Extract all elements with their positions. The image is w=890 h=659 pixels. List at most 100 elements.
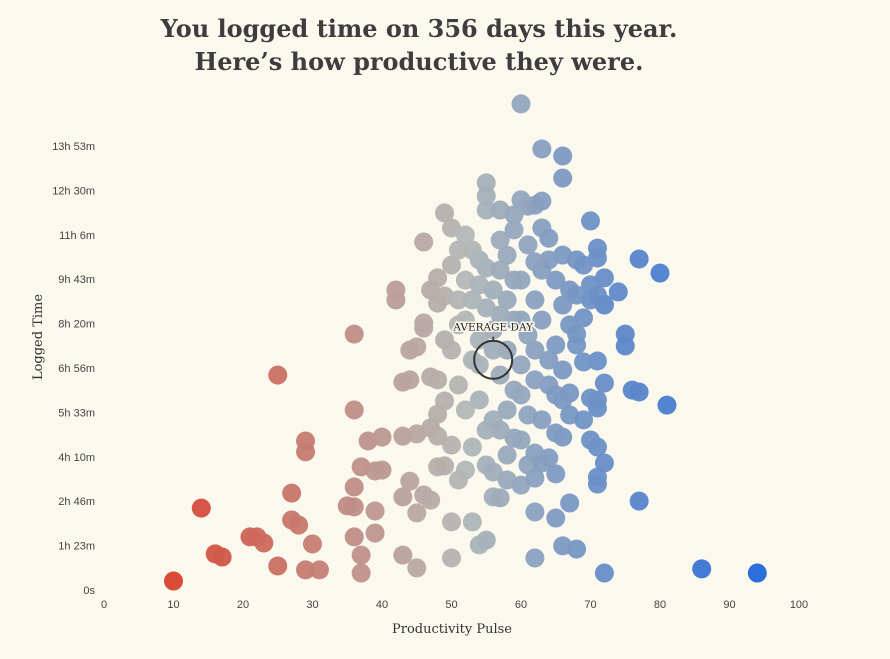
- data-point[interactable]: [469, 390, 489, 410]
- data-point[interactable]: [546, 464, 566, 484]
- data-point[interactable]: [344, 324, 364, 344]
- data-point[interactable]: [553, 146, 573, 166]
- data-point[interactable]: [344, 497, 364, 517]
- data-point[interactable]: [400, 471, 420, 491]
- data-point[interactable]: [546, 423, 566, 443]
- data-point[interactable]: [483, 462, 503, 482]
- data-point[interactable]: [511, 355, 531, 375]
- data-point[interactable]: [448, 240, 468, 260]
- data-point[interactable]: [164, 571, 183, 591]
- data-point[interactable]: [747, 563, 767, 583]
- data-point[interactable]: [462, 240, 482, 260]
- data-point[interactable]: [490, 420, 510, 440]
- data-point[interactable]: [497, 400, 517, 420]
- data-point[interactable]: [344, 400, 364, 420]
- data-point[interactable]: [344, 477, 364, 497]
- data-point[interactable]: [525, 502, 545, 522]
- data-point[interactable]: [511, 430, 531, 450]
- data-point[interactable]: [483, 340, 503, 360]
- data-point[interactable]: [629, 491, 649, 511]
- data-point[interactable]: [407, 503, 427, 523]
- data-point[interactable]: [386, 290, 406, 310]
- data-point[interactable]: [532, 310, 552, 330]
- data-point[interactable]: [435, 203, 455, 223]
- data-point[interactable]: [539, 228, 559, 248]
- data-point[interactable]: [518, 235, 538, 255]
- data-point[interactable]: [351, 545, 371, 565]
- data-point[interactable]: [532, 139, 552, 159]
- data-point[interactable]: [483, 320, 503, 340]
- data-point[interactable]: [587, 351, 607, 371]
- data-point[interactable]: [490, 230, 510, 250]
- data-point[interactable]: [351, 563, 371, 583]
- data-point[interactable]: [490, 488, 510, 508]
- data-point[interactable]: [476, 186, 496, 206]
- data-point[interactable]: [581, 211, 600, 231]
- data-point[interactable]: [469, 330, 489, 350]
- data-point[interactable]: [428, 457, 448, 477]
- data-point[interactable]: [511, 190, 531, 210]
- data-point[interactable]: [442, 255, 461, 275]
- data-point[interactable]: [553, 295, 573, 315]
- data-point[interactable]: [462, 512, 482, 532]
- data-point[interactable]: [504, 220, 524, 240]
- data-point[interactable]: [553, 536, 573, 556]
- data-point[interactable]: [344, 527, 364, 547]
- data-point[interactable]: [372, 460, 392, 480]
- data-point[interactable]: [289, 515, 309, 535]
- data-point[interactable]: [442, 548, 461, 568]
- data-point[interactable]: [476, 200, 496, 220]
- data-point[interactable]: [560, 493, 580, 513]
- data-point[interactable]: [546, 508, 566, 528]
- data-point[interactable]: [442, 512, 461, 532]
- data-point[interactable]: [462, 290, 482, 310]
- data-point[interactable]: [525, 548, 545, 568]
- data-point[interactable]: [497, 445, 517, 465]
- data-point[interactable]: [650, 263, 670, 283]
- data-point[interactable]: [476, 173, 496, 193]
- data-point[interactable]: [594, 373, 614, 393]
- data-point[interactable]: [448, 470, 468, 490]
- data-point[interactable]: [504, 380, 524, 400]
- data-point[interactable]: [525, 340, 545, 360]
- data-point[interactable]: [414, 232, 434, 252]
- data-point[interactable]: [407, 558, 427, 578]
- data-point[interactable]: [497, 290, 517, 310]
- data-point[interactable]: [428, 426, 448, 446]
- data-point[interactable]: [581, 388, 600, 408]
- data-point[interactable]: [692, 559, 712, 579]
- data-point[interactable]: [511, 94, 531, 114]
- data-point[interactable]: [365, 523, 385, 543]
- data-point[interactable]: [309, 560, 329, 580]
- data-point[interactable]: [574, 352, 594, 372]
- data-point[interactable]: [191, 498, 211, 518]
- data-point[interactable]: [539, 350, 559, 370]
- data-point[interactable]: [594, 563, 614, 583]
- data-point[interactable]: [407, 337, 427, 357]
- data-point[interactable]: [525, 252, 545, 272]
- data-point[interactable]: [594, 453, 614, 473]
- data-point[interactable]: [448, 375, 468, 395]
- data-point[interactable]: [525, 370, 545, 390]
- data-point[interactable]: [435, 330, 455, 350]
- data-point[interactable]: [455, 225, 475, 245]
- data-point[interactable]: [629, 249, 649, 269]
- data-point[interactable]: [448, 290, 468, 310]
- data-point[interactable]: [393, 545, 413, 565]
- data-point[interactable]: [553, 390, 573, 410]
- data-point[interactable]: [539, 250, 559, 270]
- data-point[interactable]: [532, 453, 552, 473]
- data-point[interactable]: [518, 325, 538, 345]
- data-point[interactable]: [574, 410, 594, 430]
- data-point[interactable]: [455, 400, 475, 420]
- data-point[interactable]: [657, 395, 677, 415]
- data-point[interactable]: [254, 533, 274, 553]
- data-point[interactable]: [414, 313, 434, 333]
- data-point[interactable]: [282, 483, 302, 503]
- data-point[interactable]: [525, 468, 545, 488]
- data-point[interactable]: [421, 490, 441, 510]
- data-point[interactable]: [587, 467, 607, 487]
- data-point[interactable]: [469, 275, 489, 295]
- data-point[interactable]: [212, 547, 232, 567]
- data-point[interactable]: [435, 391, 455, 411]
